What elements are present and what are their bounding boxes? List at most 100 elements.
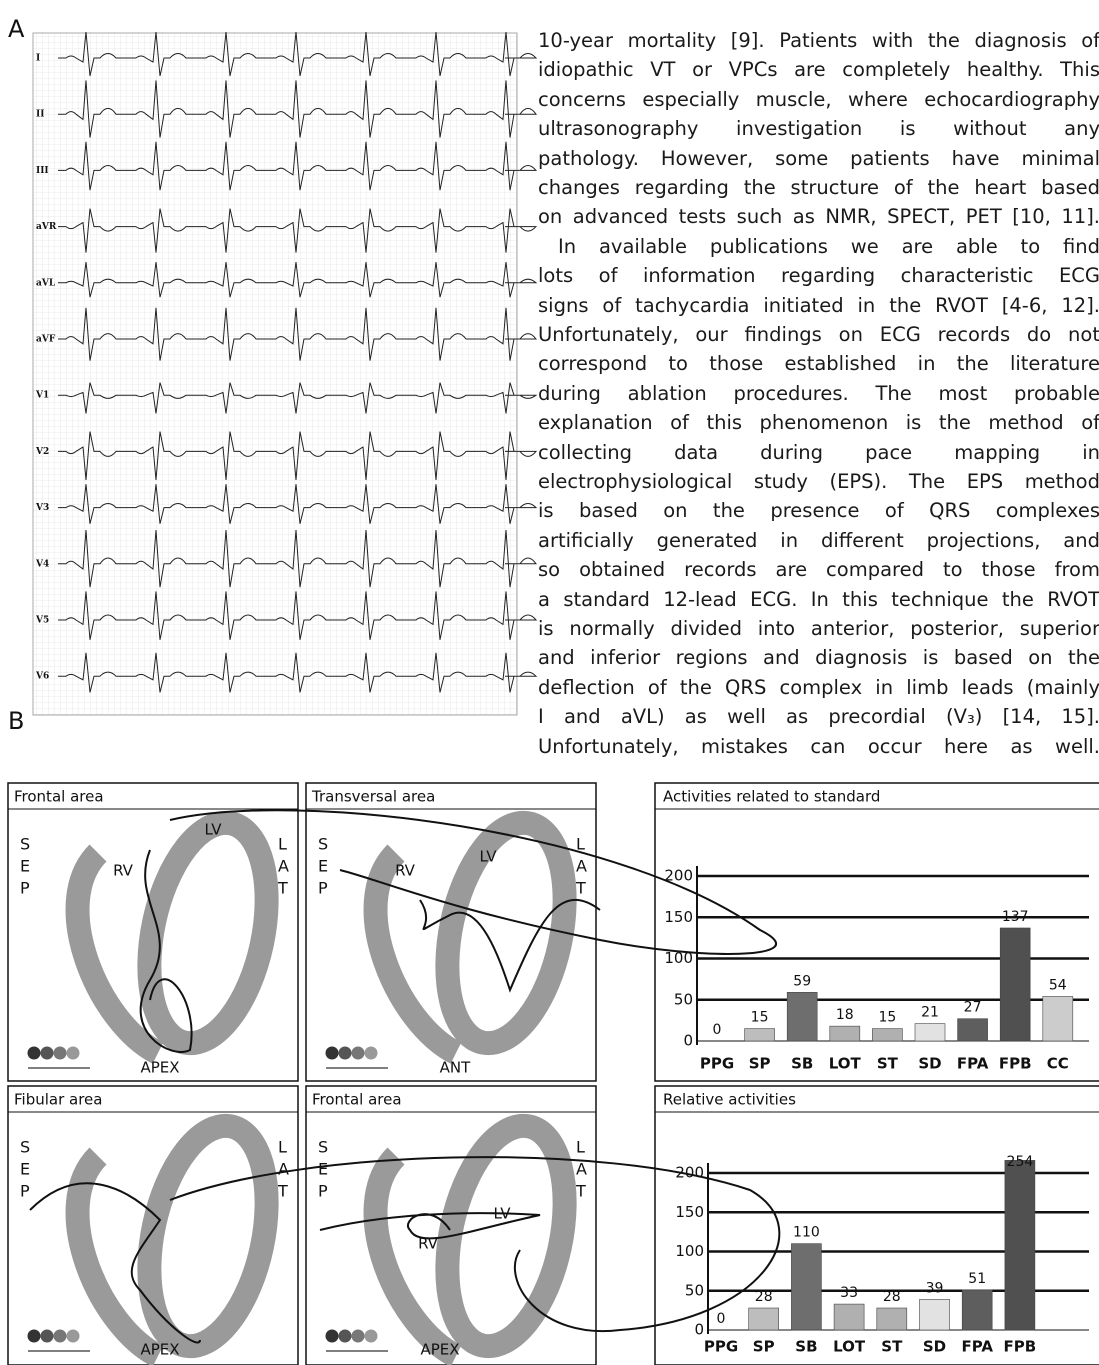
value-label: 0 (713, 1022, 722, 1038)
value-label: 59 (793, 973, 811, 989)
scribbles (29, 809, 781, 1344)
legend-dot (351, 1046, 365, 1060)
bar (876, 1307, 908, 1331)
bar (829, 1025, 861, 1042)
side-label: A (576, 1160, 587, 1179)
value-label: 110 (793, 1225, 820, 1241)
heart-rv (65, 844, 164, 1064)
text-line: artificially generated in different proj… (538, 528, 1099, 552)
bar (748, 1307, 780, 1331)
value-label: 28 (755, 1289, 773, 1305)
text-line: is based on the presence of QRS complexe… (538, 499, 1099, 523)
ecg-trace (58, 652, 538, 693)
value-label: 54 (1049, 977, 1067, 993)
bar (1042, 996, 1074, 1042)
side-label: E (20, 857, 30, 876)
legend-dot (40, 1046, 54, 1060)
text-line: during ablation procedures. The most pro… (538, 381, 1099, 405)
region-label: APEX (140, 1059, 179, 1077)
value-label: 137 (1002, 909, 1029, 925)
text-line: correspond to those established in the l… (538, 352, 1099, 376)
side-label: L (576, 1138, 585, 1157)
value-label: 0 (717, 1311, 726, 1327)
text-line: 10-year mortality [9]. Patients with the… (538, 29, 1099, 52)
legend-dot (325, 1329, 339, 1343)
panel-title: Frontal area (14, 788, 104, 806)
legend-dot (351, 1329, 365, 1343)
side-label: P (318, 1182, 328, 1201)
bar (914, 1023, 946, 1042)
heart-lv (435, 810, 577, 1056)
x-tick-label: FPB (999, 1055, 1032, 1073)
side-label: S (20, 835, 30, 854)
region-label: LV (480, 848, 498, 866)
y-tick-label: 150 (664, 908, 693, 926)
x-tick-label: SP (749, 1055, 771, 1073)
value-label: 33 (840, 1285, 858, 1301)
legend-dot (66, 1046, 80, 1060)
side-label: L (576, 835, 585, 854)
side-label: A (576, 857, 587, 876)
panel-title: Frontal area (312, 1091, 402, 1109)
side-label: P (20, 879, 30, 898)
value-label: 15 (878, 1010, 896, 1026)
charts: Activities related to standard0501001502… (654, 782, 1099, 1365)
lead-label: II (36, 110, 44, 120)
lead-label: III (36, 166, 49, 176)
side-label: E (318, 857, 328, 876)
legend-dot (338, 1046, 352, 1060)
legend-dot (27, 1046, 41, 1060)
x-tick-label: FPA (961, 1338, 993, 1356)
lead-label: aVR (36, 222, 57, 232)
chart-title: Activities related to standard (663, 788, 880, 806)
y-tick-label: 200 (675, 1164, 704, 1182)
side-label: T (277, 1182, 288, 1201)
bar (919, 1299, 950, 1331)
value-label: 27 (964, 1000, 982, 1016)
heart-rv (363, 844, 462, 1064)
ecg-trace (58, 307, 537, 361)
legend-dot (53, 1046, 67, 1060)
heart-rv (65, 1147, 164, 1365)
ecg-trace (58, 529, 537, 588)
heart-lv (435, 1113, 577, 1359)
x-tick-label: ST (881, 1338, 903, 1356)
text-line: explanation of this phenomenon is the me… (538, 411, 1099, 435)
y-tick-label: 0 (683, 1032, 693, 1050)
lead-label: aVF (36, 335, 56, 345)
ecg-trace (58, 80, 537, 138)
value-label: 39 (926, 1280, 944, 1296)
text-line: collecting data during pace mapping in (538, 440, 1099, 464)
legend-dot (27, 1329, 41, 1343)
panel-title: Transversal area (311, 788, 435, 806)
ecg-trace (58, 431, 538, 481)
value-label: 15 (751, 1010, 769, 1026)
bar (961, 1289, 993, 1331)
ecg-trace (58, 208, 538, 253)
y-tick-label: 50 (674, 990, 693, 1008)
x-tick-label: PPG (700, 1055, 734, 1073)
ecg-grid (32, 32, 518, 716)
y-tick-label: 100 (675, 1242, 704, 1260)
side-label: S (318, 835, 328, 854)
x-tick-label: SD (918, 1055, 941, 1073)
lead-label: I (36, 54, 40, 64)
x-tick-label: PPG (704, 1338, 738, 1356)
side-label: T (575, 879, 586, 898)
x-tick-label: CC (1047, 1055, 1069, 1073)
region-label: APEX (140, 1341, 179, 1359)
side-label: S (20, 1138, 30, 1157)
text-line: In available publications we are able to… (558, 234, 1099, 258)
text-line: so obtained records are compared to thos… (538, 558, 1099, 582)
side-label: A (278, 1160, 289, 1179)
y-tick-label: 100 (664, 949, 693, 967)
heart-lv (137, 1113, 279, 1359)
text-line: Unfortunately, mistakes can occur here a… (538, 734, 1099, 758)
bar (872, 1028, 903, 1042)
side-label: T (277, 879, 288, 898)
side-label: L (278, 835, 287, 854)
ecg-trace (58, 484, 538, 524)
x-tick-label: ST (877, 1055, 899, 1073)
bars (748, 1160, 1036, 1331)
